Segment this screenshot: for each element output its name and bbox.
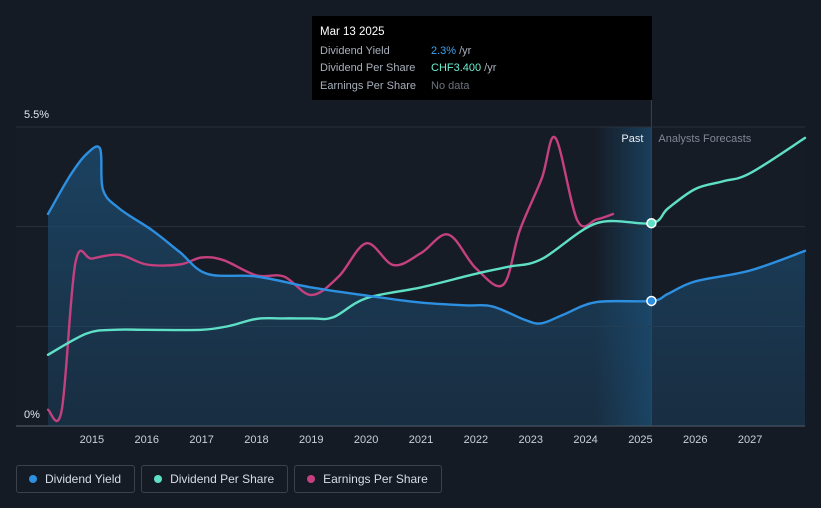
legend-label: Dividend Yield	[45, 472, 122, 486]
legend-dot-icon	[154, 475, 163, 483]
legend-dot-icon	[307, 475, 316, 483]
legend-item-dividend-per-share[interactable]: Dividend Per Share	[141, 465, 289, 493]
yield-marker	[646, 295, 657, 307]
past-label: Past	[621, 133, 643, 145]
legend: Dividend Yield Dividend Per Share Earnin…	[16, 465, 442, 493]
x-tick-label: 2019	[299, 434, 323, 446]
tooltip-unit: /yr	[459, 44, 472, 57]
legend-item-dividend-yield[interactable]: Dividend Yield	[16, 465, 136, 493]
tooltip-label: Dividend Yield	[320, 44, 390, 57]
x-tick-label: 2015	[80, 434, 104, 446]
legend-dot-icon	[29, 475, 37, 483]
tooltip-value: CHF3.400	[431, 62, 482, 74]
tooltip-value: 2.3%	[431, 44, 457, 57]
dividend-yield-area	[48, 146, 805, 426]
legend-label: Earnings Per Share	[323, 472, 428, 486]
forecast-label: Analysts Forecasts	[658, 133, 751, 145]
x-tick-label: 2026	[683, 434, 707, 446]
y-axis-top-label: 5.5%	[24, 109, 49, 121]
dps-line	[46, 136, 807, 356]
tooltip-value: No data	[431, 79, 470, 92]
x-tick-label: 2020	[354, 434, 378, 446]
tooltip-row-earnings-per-share: Earnings Per Share No data	[320, 78, 644, 96]
tooltip-date: Mar 13 2025	[320, 26, 385, 38]
x-tick-label: 2027	[738, 434, 762, 446]
x-tick-label: 2018	[244, 434, 268, 446]
x-tick-label: 2025	[628, 434, 652, 446]
x-tick-label: 2021	[409, 434, 433, 446]
x-tick-label: 2023	[518, 434, 542, 446]
tooltip-row-dividend-yield: Dividend Yield 2.3% /yr	[320, 43, 644, 61]
dps-marker	[646, 217, 657, 229]
x-tick-label: 2017	[189, 434, 213, 446]
tooltip-label: Dividend Per Share	[320, 62, 416, 74]
y-axis-bottom-label: 0%	[24, 409, 40, 421]
x-tick-label: 2022	[464, 434, 488, 446]
tooltip-row-dividend-per-share: Dividend Per Share CHF3.400 /yr	[320, 60, 644, 78]
tooltip: Mar 13 2025 Dividend Yield 2.3% /yr Divi…	[312, 16, 652, 100]
tooltip-label: Earnings Per Share	[320, 79, 416, 92]
legend-item-earnings-per-share[interactable]: Earnings Per Share	[294, 465, 442, 493]
x-tick-label: 2016	[134, 434, 158, 446]
eps-line	[46, 135, 615, 423]
legend-label: Dividend Per Share	[170, 472, 275, 486]
tooltip-unit: /yr	[484, 62, 497, 74]
x-tick-label: 2024	[573, 434, 597, 446]
